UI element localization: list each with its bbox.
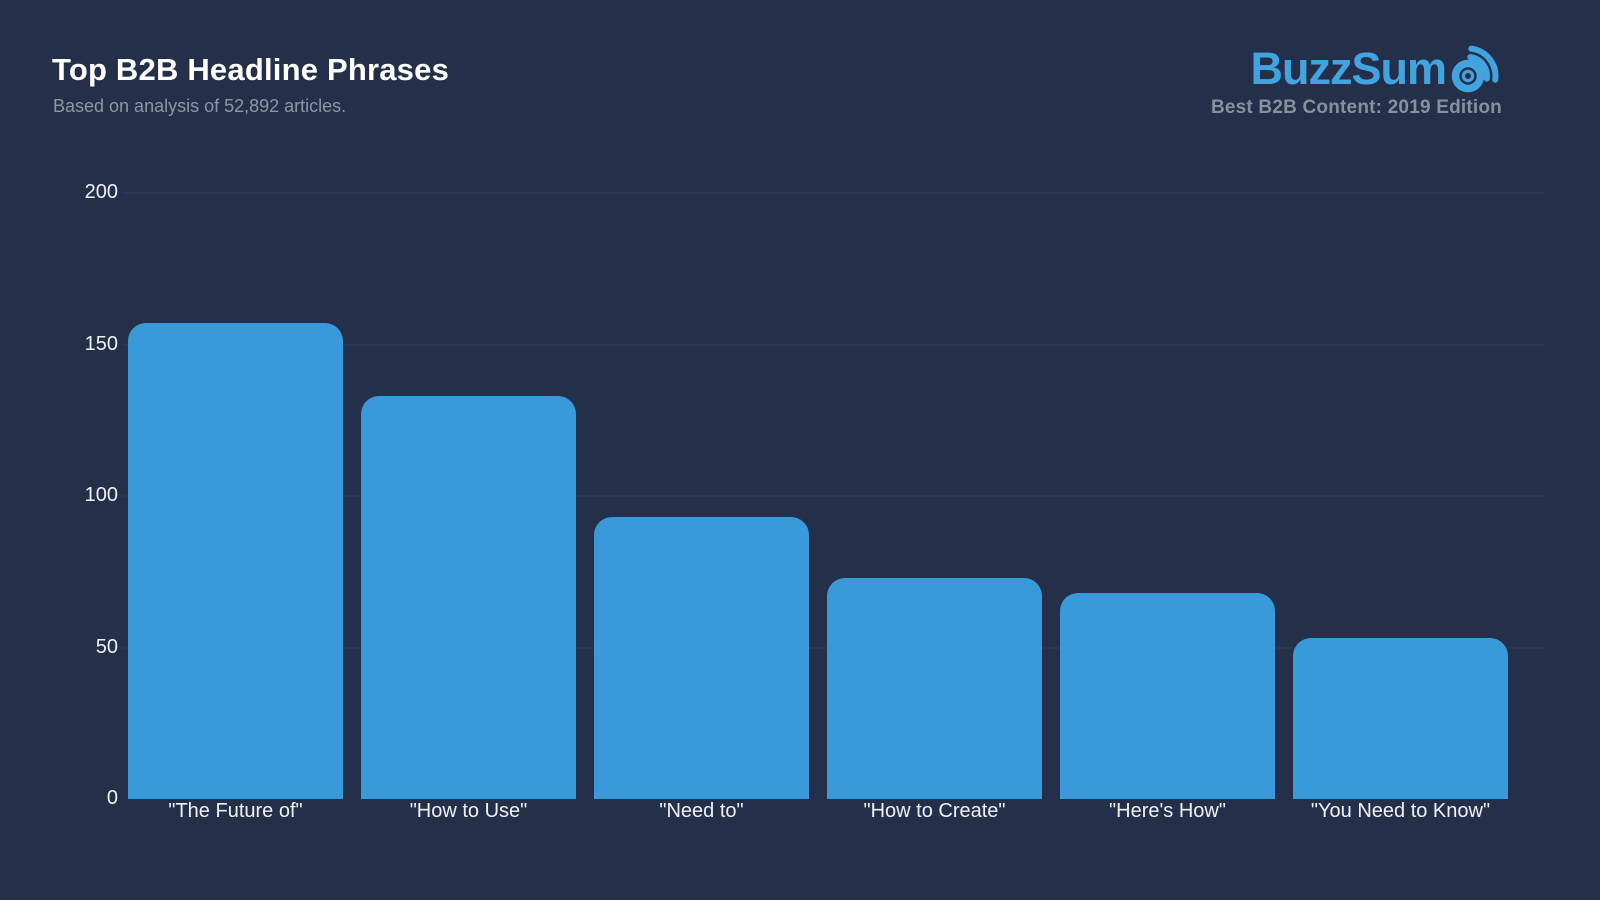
x-axis-label: "How to Use" xyxy=(409,800,528,822)
y-axis-tick-label: 200 xyxy=(84,181,118,203)
x-axis-label: "How to Create" xyxy=(863,800,1006,822)
gridline xyxy=(122,192,1545,194)
brand-tagline: Best B2B Content: 2019 Edition xyxy=(1210,97,1502,118)
bar xyxy=(1293,638,1508,799)
bar xyxy=(361,396,576,799)
logo-o-bullseye-signal-icon xyxy=(1451,45,1499,93)
x-axis-label: "Here's How" xyxy=(1109,800,1226,822)
bar xyxy=(1060,592,1275,799)
buzzsumo-branding: BuzzSum Best B2B Content: 2019 Edition xyxy=(1211,44,1502,119)
bar xyxy=(128,323,343,799)
bar xyxy=(827,577,1042,799)
x-axis-label: "You Need to Know" xyxy=(1310,800,1491,822)
y-axis-tick-label: 50 xyxy=(95,635,118,658)
page-title: Top B2B Headline Phrases xyxy=(52,52,450,87)
x-axis-label: "The Future of" xyxy=(168,800,303,822)
y-axis-tick-label: 150 xyxy=(84,332,118,355)
y-axis-tick-label: 0 xyxy=(106,787,118,809)
logo-text: BuzzSum xyxy=(1250,43,1447,94)
chart-subtitle: Based on analysis of 52,892 articles. xyxy=(53,96,347,116)
x-axis-label: "Need to" xyxy=(659,800,744,822)
y-axis-tick-label: 100 xyxy=(84,484,118,506)
buzzsumo-logo: BuzzSum xyxy=(1250,43,1503,94)
bar xyxy=(594,517,809,799)
